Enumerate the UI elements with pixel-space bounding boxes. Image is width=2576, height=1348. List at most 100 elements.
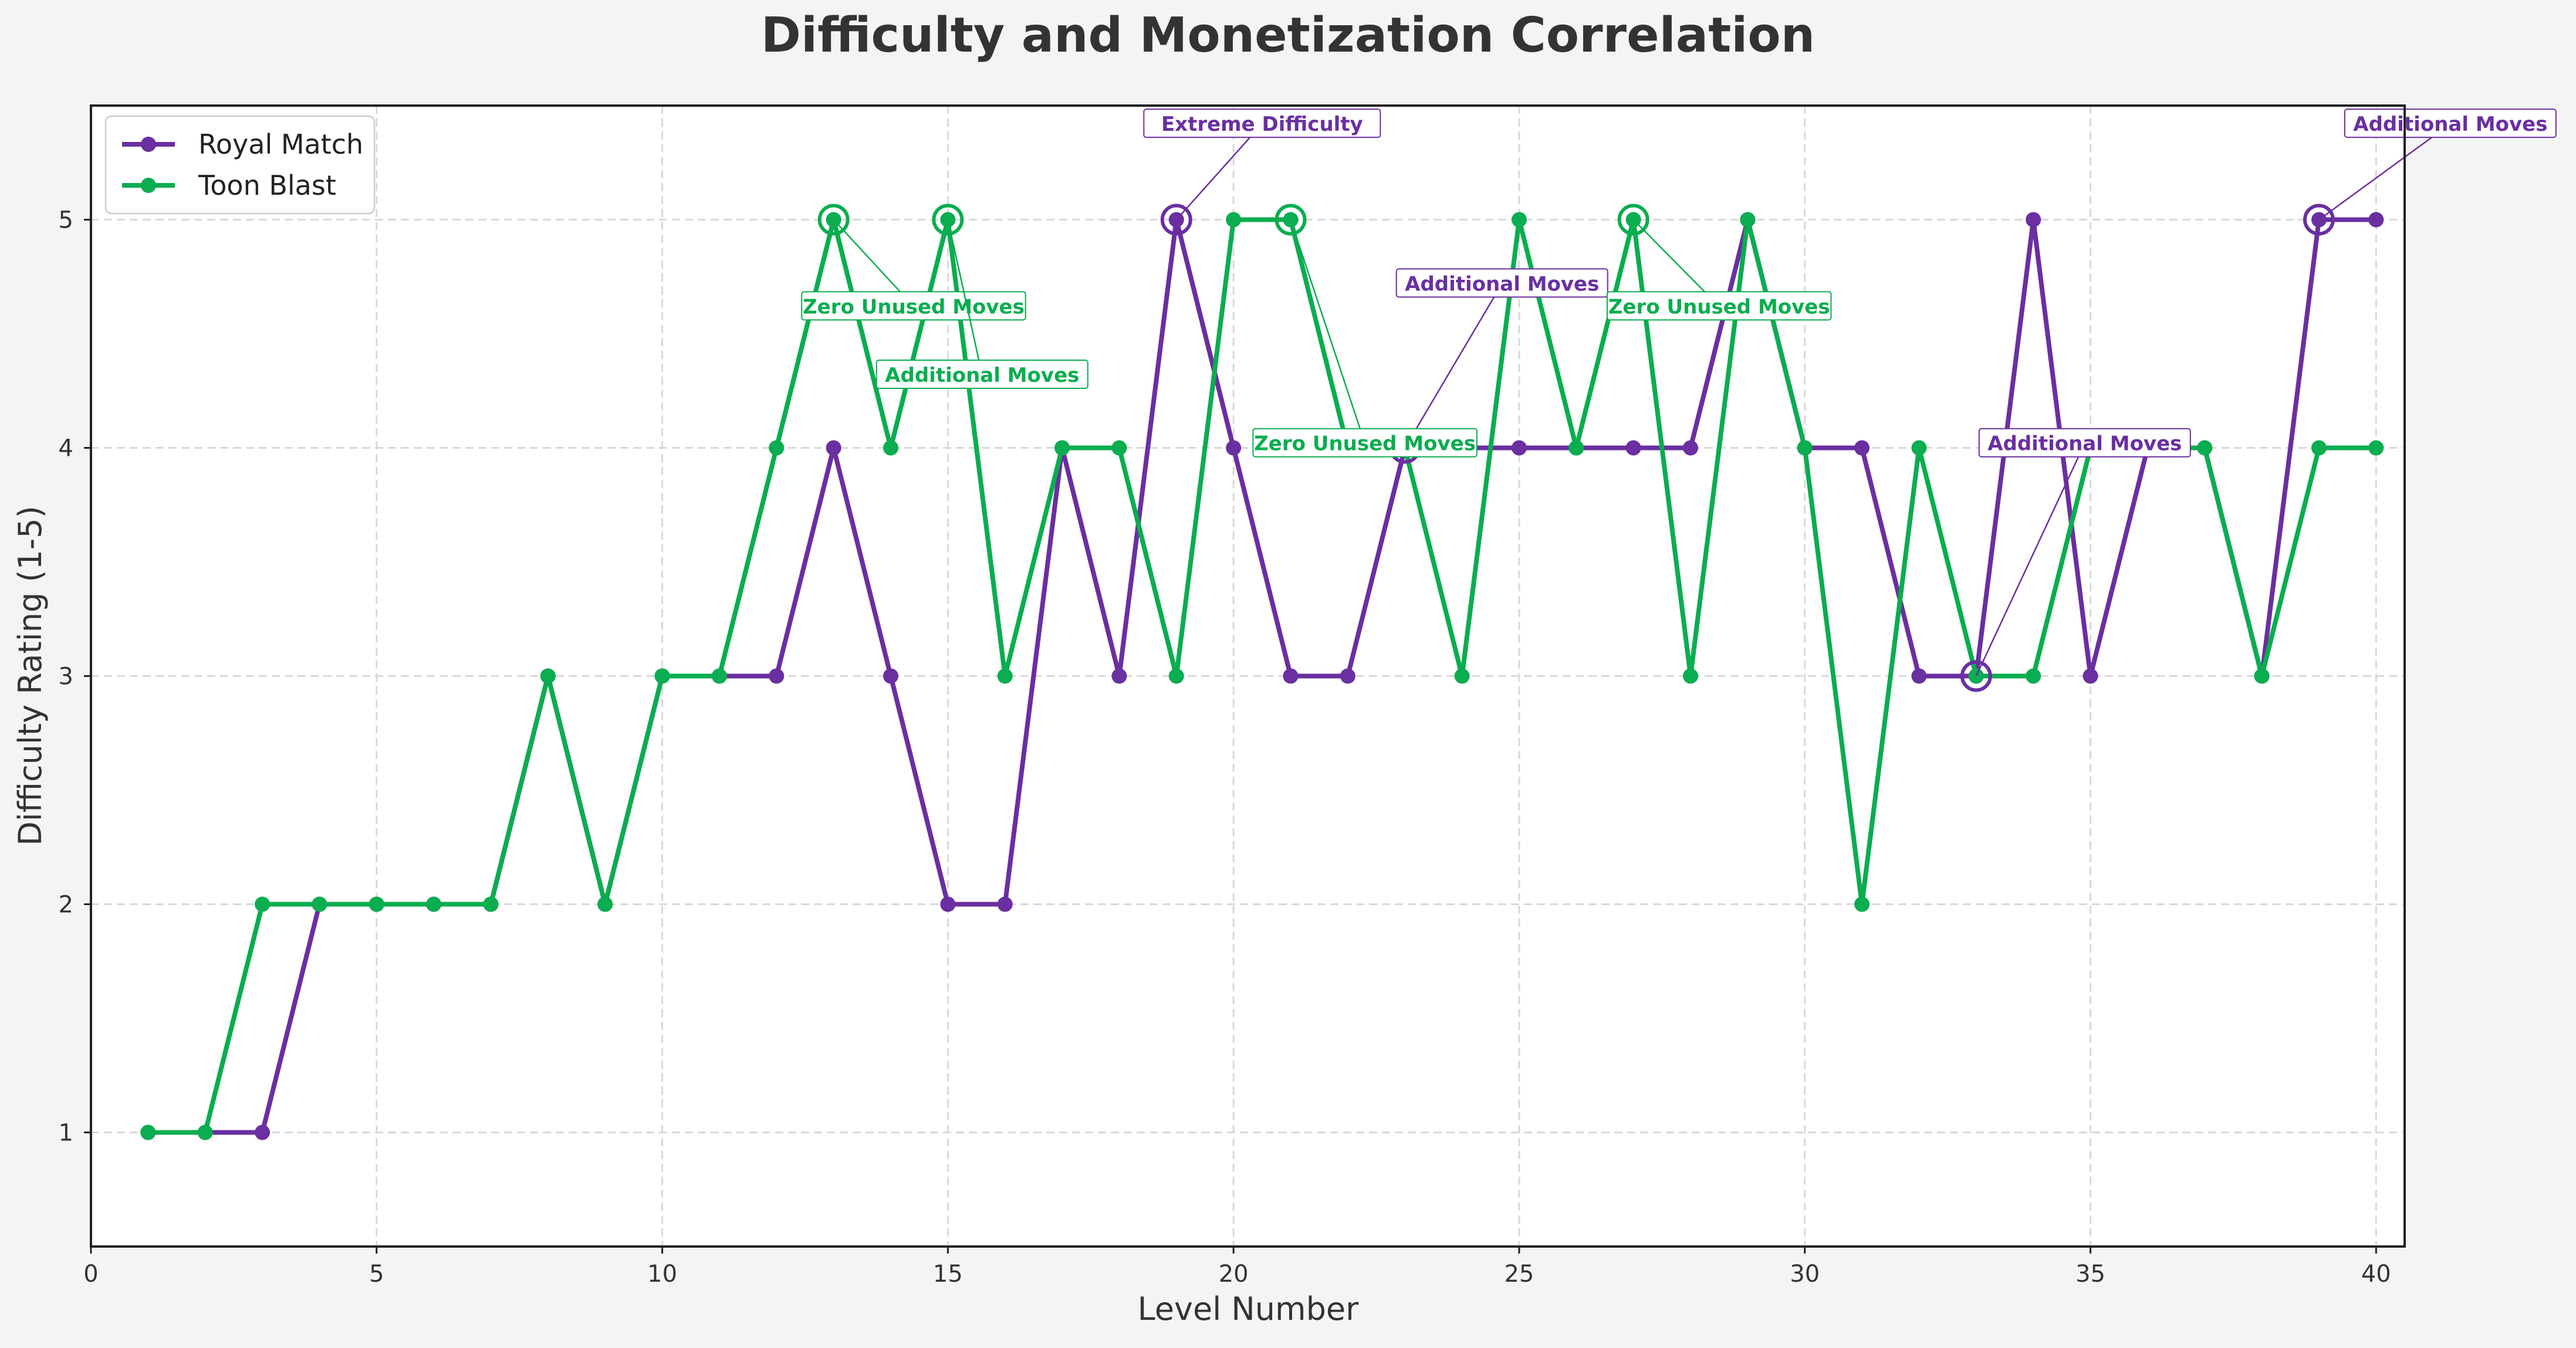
legend-swatch-marker-royal-match	[141, 137, 156, 152]
data-point-royal-match	[1911, 668, 1927, 684]
highlight-marker	[1275, 204, 1307, 236]
data-point-toon-blast	[711, 668, 727, 684]
data-point-toon-blast	[2368, 440, 2384, 456]
annotation-box	[1606, 291, 1832, 321]
legend-box	[104, 115, 376, 215]
annotation-box	[801, 291, 1026, 321]
x-tick-label: 35	[2075, 1261, 2105, 1288]
data-point-royal-match	[1111, 668, 1127, 684]
data-point-toon-blast	[1740, 212, 1756, 228]
highlight-marker	[1960, 660, 1992, 692]
data-point-toon-blast	[197, 1125, 213, 1140]
data-point-toon-blast	[312, 896, 327, 912]
annotation-label: Additional Moves	[1405, 272, 1599, 296]
data-point-toon-blast	[1111, 440, 1127, 456]
chart-title: Difficulty and Monetization Correlation	[761, 8, 1815, 63]
data-point-toon-blast	[1511, 212, 1527, 228]
annotation-box	[1143, 109, 1381, 138]
highlight-marker	[2303, 204, 2335, 236]
annotation-box	[1978, 428, 2191, 458]
data-point-toon-blast	[483, 896, 499, 912]
data-point-toon-blast	[1854, 896, 1870, 912]
data-point-toon-blast	[1683, 668, 1699, 684]
data-point-royal-match	[1226, 440, 1242, 456]
highlight-marker	[817, 204, 850, 236]
annotation-leader-line	[1175, 123, 1263, 221]
annotation-label: Zero Unused Moves	[803, 295, 1025, 319]
data-point-royal-match	[255, 1125, 271, 1140]
data-point-toon-blast	[2026, 668, 2041, 684]
y-tick-label: 5	[59, 207, 73, 234]
data-point-toon-blast	[2311, 440, 2327, 456]
legend: Royal Match Toon Blast	[104, 115, 376, 215]
data-point-toon-blast	[1226, 212, 1242, 228]
y-tick-label: 4	[59, 435, 73, 462]
data-point-toon-blast	[1797, 440, 1813, 456]
annotation-box	[2344, 109, 2557, 138]
data-point-toon-blast	[140, 1125, 156, 1140]
data-point-royal-match	[940, 896, 956, 912]
data-point-toon-blast	[2197, 440, 2213, 456]
data-point-toon-blast	[1168, 668, 1184, 684]
x-tick-label: 10	[647, 1261, 677, 1288]
data-point-royal-match	[1683, 440, 1699, 456]
data-point-royal-match	[769, 668, 785, 684]
data-point-royal-match	[2026, 212, 2041, 228]
highlight-marker	[932, 204, 964, 236]
data-point-royal-match	[1340, 668, 1355, 684]
x-tick-label: 5	[369, 1261, 384, 1288]
data-point-toon-blast	[1054, 440, 1070, 456]
data-point-toon-blast	[769, 440, 785, 456]
annotation-leader-line	[947, 219, 983, 375]
annotation-leader-line	[1975, 443, 2085, 677]
data-point-toon-blast	[255, 896, 271, 912]
data-point-toon-blast	[426, 896, 442, 912]
data-point-toon-blast	[369, 896, 384, 912]
data-point-royal-match	[1625, 440, 1641, 456]
highlight-marker	[1617, 204, 1649, 236]
annotation-leader-line	[1404, 283, 1503, 449]
annotation-box	[1395, 268, 1608, 298]
x-tick-label: 30	[1790, 1261, 1820, 1288]
annotation-leader-line	[2318, 123, 2451, 221]
x-tick-label: 0	[83, 1261, 98, 1288]
data-point-royal-match	[2368, 212, 2384, 228]
annotation-label: Additional Moves	[1987, 432, 2182, 456]
data-point-toon-blast	[1568, 440, 1584, 456]
x-tick-label: 15	[933, 1261, 963, 1288]
data-point-toon-blast	[597, 896, 613, 912]
x-axis-label: Level Number	[1138, 1291, 1359, 1327]
data-point-toon-blast	[1911, 440, 1927, 456]
y-tick-label: 3	[59, 663, 73, 690]
data-point-toon-blast	[654, 668, 670, 684]
data-point-toon-blast	[997, 668, 1013, 684]
data-point-toon-blast	[540, 668, 556, 684]
annotation-leader-line	[1290, 219, 1366, 444]
x-tick-label: 40	[2361, 1261, 2391, 1288]
annotation-label: Zero Unused Moves	[1254, 432, 1476, 456]
data-point-royal-match	[2083, 668, 2098, 684]
legend-swatch-marker-toon-blast	[141, 178, 156, 193]
y-tick-label: 1	[59, 1120, 73, 1147]
highlight-marker	[1160, 204, 1192, 236]
data-point-royal-match	[1511, 440, 1527, 456]
data-point-royal-match	[826, 440, 841, 456]
y-tick-label: 2	[59, 892, 73, 919]
data-point-royal-match	[1283, 668, 1299, 684]
annotation-label: Extreme Difficulty	[1161, 113, 1363, 136]
data-point-royal-match	[1854, 440, 1870, 456]
annotation-label: Zero Unused Moves	[1608, 295, 1830, 319]
data-point-toon-blast	[1454, 668, 1470, 684]
data-point-royal-match	[997, 896, 1013, 912]
series-line-toon-blast	[148, 217, 2376, 1135]
data-point-toon-blast	[2254, 668, 2270, 684]
data-point-toon-blast	[883, 440, 899, 456]
legend-label-royal-match: Royal Match	[198, 128, 363, 160]
legend-label-toon-blast: Toon Blast	[198, 170, 336, 201]
x-tick-label: 25	[1504, 1261, 1534, 1288]
x-tick-label: 20	[1219, 1261, 1249, 1288]
annotation-box	[1252, 428, 1478, 458]
y-axis-label: Difficulty Rating (1-5)	[12, 506, 49, 846]
